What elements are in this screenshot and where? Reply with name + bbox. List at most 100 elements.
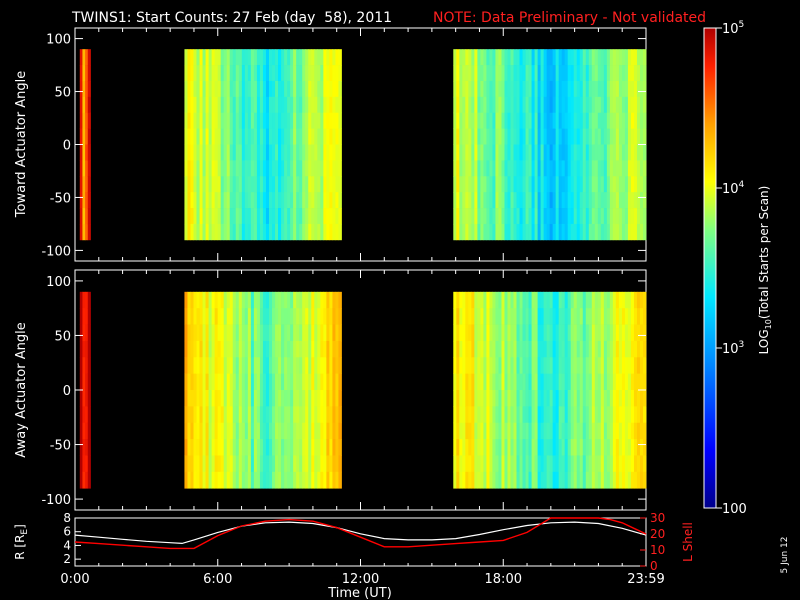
heatmap-cell <box>462 176 466 193</box>
heatmap-cell <box>235 128 240 145</box>
heatmap-cell <box>513 390 517 407</box>
heatmap-cell <box>513 308 517 325</box>
heatmap-cell <box>531 324 535 342</box>
heatmap-cell <box>238 340 243 358</box>
heatmap-cell <box>531 144 535 161</box>
heatmap-cell <box>79 373 83 391</box>
heatmap-cell <box>281 160 285 177</box>
heatmap-cell <box>534 176 538 193</box>
heatmap-cell <box>525 390 529 407</box>
heatmap-cell <box>555 357 560 375</box>
heatmap-cell <box>546 208 551 225</box>
heatmap-cell <box>326 65 330 82</box>
heatmap-cell <box>223 471 228 489</box>
heatmap-cell <box>483 439 487 456</box>
heatmap-cell <box>624 291 629 309</box>
heatmap-cell <box>555 223 560 241</box>
y2-tick-label: 10 <box>650 543 665 557</box>
heatmap-cell <box>229 471 234 489</box>
heatmap-cell <box>305 373 309 391</box>
heatmap-cell <box>483 422 487 440</box>
heatmap-cell <box>498 471 502 489</box>
heatmap-cell <box>558 439 563 456</box>
heatmap-cell <box>597 128 602 145</box>
heatmap-cell <box>552 208 557 225</box>
heatmap-cell <box>615 455 620 473</box>
heatmap-cell <box>220 192 225 209</box>
heatmap-cell <box>262 406 267 424</box>
heatmap-cell <box>594 96 599 114</box>
heatmap-cell <box>615 176 620 193</box>
heatmap-cell <box>618 471 623 489</box>
heatmap-cell <box>486 208 490 225</box>
heatmap-cell <box>468 390 472 407</box>
heatmap-cell <box>486 112 490 130</box>
heatmap-cell <box>642 373 647 391</box>
heatmap-cell <box>235 390 240 407</box>
heatmap-cell <box>338 160 342 177</box>
heatmap-cell <box>281 176 285 193</box>
heatmap-cell <box>498 208 502 225</box>
heatmap-cell <box>582 65 587 82</box>
heatmap-cell <box>329 128 333 145</box>
heatmap-cell <box>612 308 617 325</box>
heatmap-cell <box>329 112 333 130</box>
heatmap-cell <box>540 471 545 489</box>
heatmap-cell <box>600 324 605 342</box>
heatmap-cell <box>489 422 493 440</box>
heatmap-cell <box>600 128 605 145</box>
heatmap-cell <box>588 49 593 66</box>
heatmap-cell <box>546 373 551 391</box>
heatmap-cell <box>332 455 336 473</box>
heatmap-cell <box>278 291 282 309</box>
heatmap-cell <box>208 49 213 66</box>
heatmap-cell <box>184 373 188 391</box>
heatmap-cell <box>579 144 584 161</box>
heatmap-cell <box>268 192 273 209</box>
heatmap-cell <box>510 80 514 98</box>
heatmap-cell <box>606 128 611 145</box>
heatmap-cell <box>338 128 342 145</box>
heatmap-cell <box>256 373 261 391</box>
heatmap-cell <box>606 144 611 161</box>
heatmap-cell <box>314 455 318 473</box>
heatmap-cell <box>600 373 605 391</box>
heatmap-cell <box>567 65 572 82</box>
heatmap-cell <box>453 357 457 375</box>
heatmap-cell <box>338 208 342 225</box>
heatmap-cell <box>618 308 623 325</box>
heatmap-cell <box>603 390 608 407</box>
heatmap-cell <box>320 96 324 114</box>
heatmap-cell <box>320 112 324 130</box>
heatmap-cell <box>558 49 563 66</box>
heatmap-cell <box>275 422 279 440</box>
heatmap-cell <box>591 422 596 440</box>
heatmap-cell <box>456 144 460 161</box>
heatmap-cell <box>579 324 584 342</box>
colorbar-tick-base: 10 <box>722 22 739 37</box>
heatmap-cell <box>510 160 514 177</box>
heatmap-cell <box>223 49 228 66</box>
heatmap-cell <box>259 471 264 489</box>
heatmap-cell <box>477 390 481 407</box>
heatmap-cell <box>250 80 255 98</box>
heatmap-cell <box>582 96 587 114</box>
heatmap-cell <box>205 80 209 98</box>
heatmap-cell <box>480 471 484 489</box>
heatmap-cell <box>281 192 285 209</box>
heatmap-cell <box>293 80 297 98</box>
heatmap-cell <box>522 144 526 161</box>
heatmap-cell <box>516 223 520 241</box>
heatmap-cell <box>627 373 632 391</box>
heatmap-cell <box>468 406 472 424</box>
heatmap-cell <box>618 144 623 161</box>
heatmap-cell <box>570 291 575 309</box>
heatmap-cell <box>241 192 246 209</box>
heatmap-cell <box>462 128 466 145</box>
heatmap-cell <box>531 208 535 225</box>
heatmap-cell <box>317 176 321 193</box>
heatmap-cell <box>612 439 617 456</box>
heatmap-cell <box>570 144 575 161</box>
heatmap-cell <box>211 49 216 66</box>
heatmap-cell <box>486 65 490 82</box>
